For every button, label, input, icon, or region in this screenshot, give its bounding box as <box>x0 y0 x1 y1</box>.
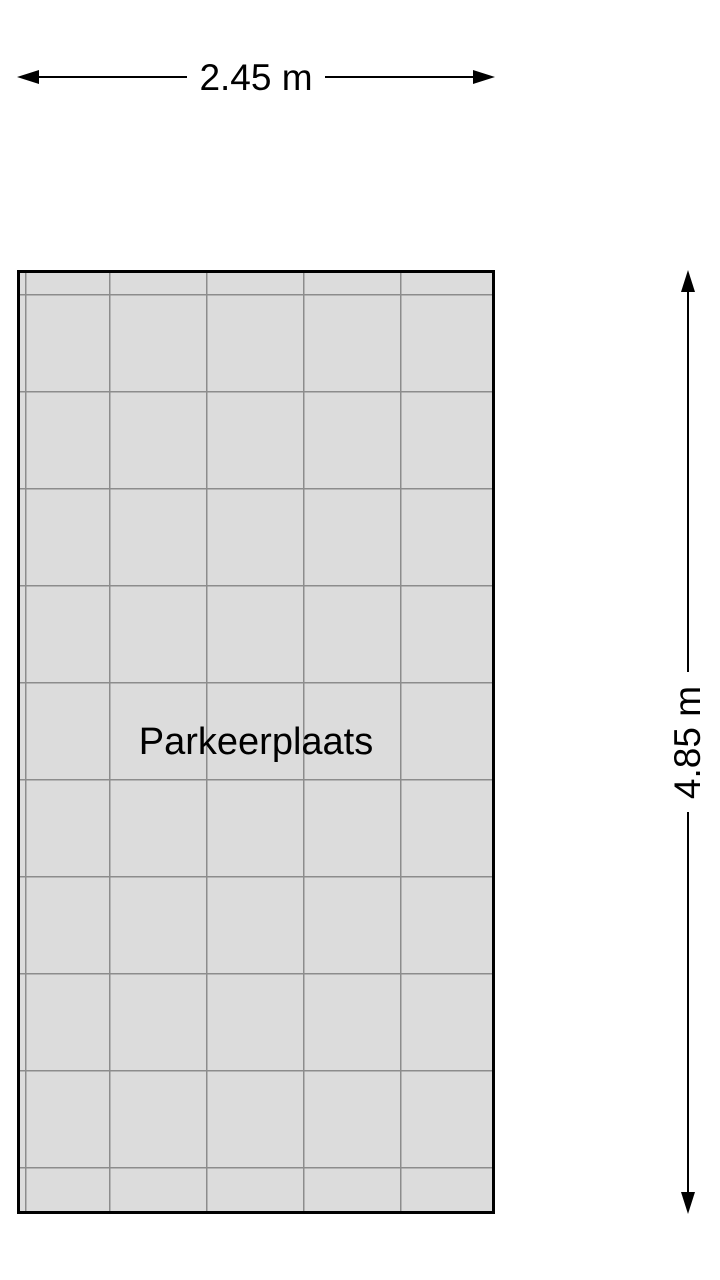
height-dimension-label-wrap: 4.85 m <box>631 678 720 806</box>
height-dimension-label: 4.85 m <box>667 685 709 799</box>
dimension-line <box>324 76 473 78</box>
arrow-up-icon <box>681 270 695 292</box>
arrow-right-icon <box>473 70 495 84</box>
parking-space-area: Parkeerplaats <box>17 270 495 1214</box>
height-dimension: 4.85 m <box>666 270 710 1214</box>
dimension-line <box>39 76 188 78</box>
width-dimension: 2.45 m <box>17 57 495 97</box>
dimension-line <box>687 812 689 1192</box>
width-dimension-label: 2.45 m <box>199 56 313 98</box>
room-label: Parkeerplaats <box>138 721 374 763</box>
arrow-down-icon <box>681 1192 695 1214</box>
arrow-left-icon <box>17 70 39 84</box>
dimension-line <box>687 292 689 672</box>
